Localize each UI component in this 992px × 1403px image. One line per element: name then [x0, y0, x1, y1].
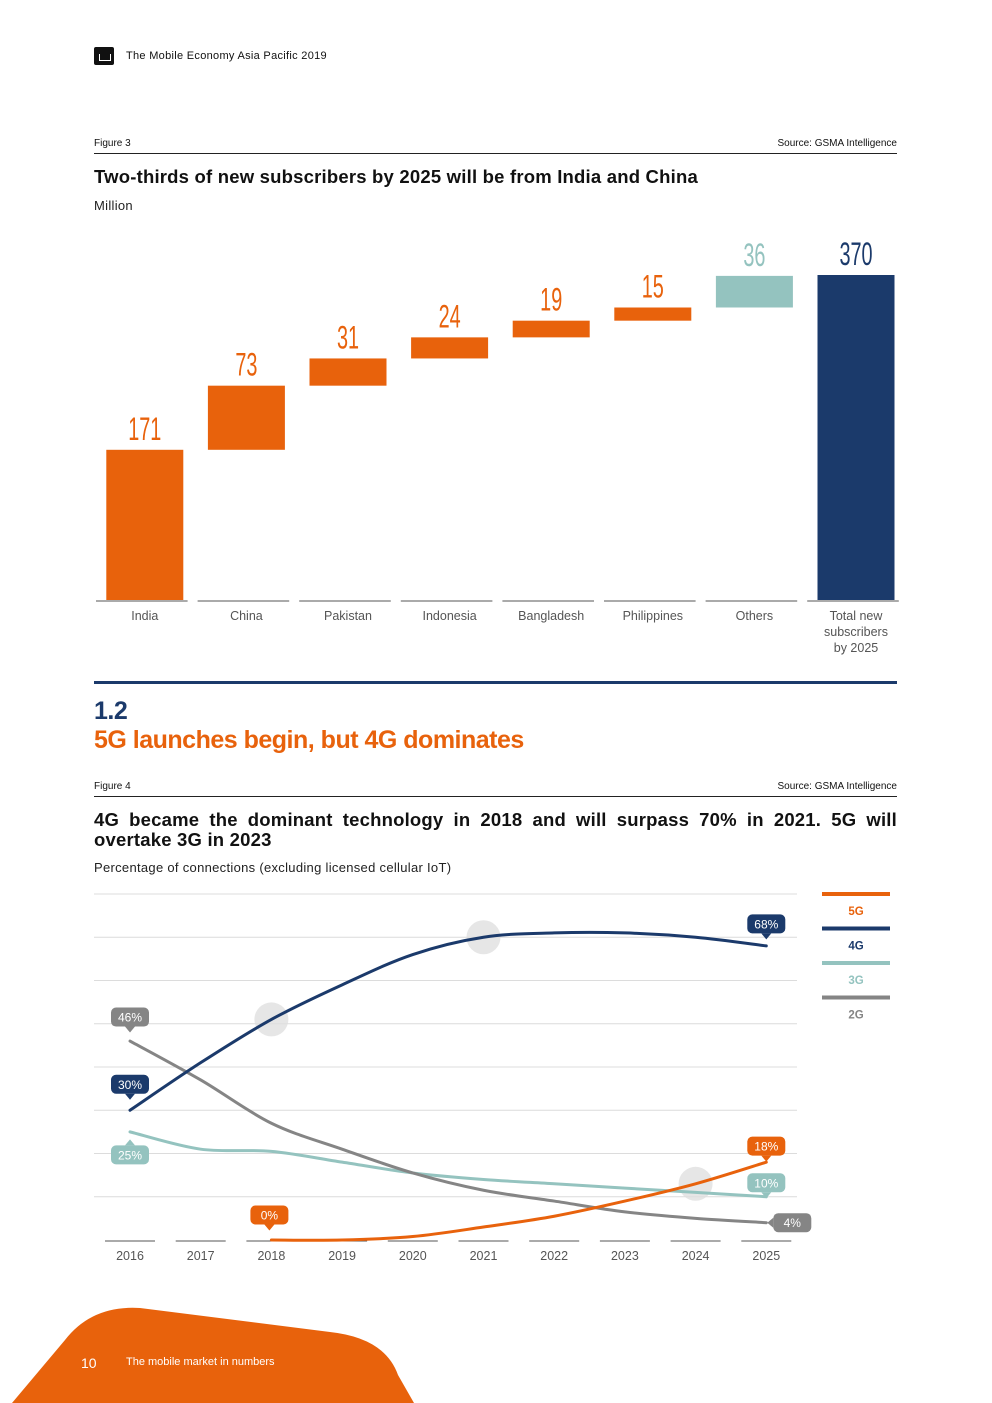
value-callout: 10%	[747, 1173, 786, 1199]
x-tick-label: 2016	[116, 1249, 144, 1263]
callout-bg	[773, 1213, 812, 1233]
callout-label: 10%	[754, 1176, 778, 1190]
line-chart: 2016 2017 2018 2019 2020 2021 2022 2023 2024 2025…	[94, 892, 890, 1263]
figure4-label: Figure 4	[94, 781, 131, 792]
category-label: Indonesia	[422, 609, 476, 623]
category-label: Philippines	[623, 609, 683, 623]
bar-india	[106, 449, 184, 600]
data-label: 370	[839, 236, 872, 272]
callout-label: 4%	[784, 1216, 802, 1230]
category-label: China	[230, 609, 263, 623]
callout-pointer	[761, 933, 772, 940]
callout-bg	[111, 1145, 149, 1165]
x-tick-label: 2021	[470, 1249, 498, 1263]
category-label: Pakistan	[324, 609, 372, 623]
callout-pointer	[125, 1093, 135, 1100]
legend-label-3g: 3G	[848, 975, 863, 987]
category-label: by 2025	[834, 641, 879, 655]
x-tick-label: 2025	[752, 1249, 780, 1263]
callout-pointer	[125, 1026, 135, 1033]
callout-label: 25%	[118, 1148, 142, 1162]
section-number: 1.2	[94, 697, 128, 725]
value-callout: 46%	[111, 1007, 149, 1033]
x-tick-label: 2022	[540, 1249, 568, 1263]
callout-label: 68%	[754, 917, 778, 931]
callout-label: 0%	[261, 1209, 279, 1223]
legend-label-5g: 5G	[848, 906, 863, 918]
category-label: Bangladesh	[518, 609, 584, 623]
data-label: 73	[235, 347, 257, 383]
bar-pakistan	[309, 358, 387, 386]
footer-blob	[12, 1307, 414, 1403]
figure3-title: Two-thirds of new subscribers by 2025 wi…	[94, 166, 698, 187]
value-callout: 30%	[111, 1074, 149, 1100]
value-callout: 18%	[747, 1136, 786, 1162]
callout-pointer	[761, 1155, 772, 1162]
x-tick-label: 2023	[611, 1249, 639, 1263]
legend-label-4g: 4G	[848, 941, 863, 953]
category-label: Others	[736, 609, 774, 623]
page-number: 10	[81, 1355, 97, 1371]
x-tick-label: 2018	[257, 1249, 285, 1263]
x-tick-label: 2020	[399, 1249, 427, 1263]
x-tick-label: 2017	[187, 1249, 215, 1263]
series-line-4g	[128, 930, 768, 1112]
section-divider	[94, 681, 897, 684]
data-label: 36	[743, 237, 765, 273]
callout-label: 30%	[118, 1078, 142, 1092]
figure4-meta: Figure 4 Source: GSMA Intelligence	[94, 781, 897, 797]
bar-china	[207, 385, 285, 450]
category-label: subscribers	[824, 625, 888, 639]
value-callout: 25%	[111, 1139, 149, 1165]
bar-philippines	[614, 307, 692, 321]
bar-indonesia	[411, 337, 489, 359]
data-label: 19	[540, 282, 562, 318]
figure3-meta: Figure 3 Source: GSMA Intelligence	[94, 138, 897, 154]
section-title: 5G launches begin, but 4G dominates	[94, 726, 524, 754]
figure4-subtitle: Percentage of connections (excluding lic…	[94, 860, 452, 875]
callout-bg	[111, 1074, 149, 1094]
figure3-source: Source: GSMA Intelligence	[777, 138, 897, 149]
callout-bg	[747, 914, 786, 934]
callout-pointer	[264, 1224, 275, 1231]
report-title: The Mobile Economy Asia Pacific 2019	[126, 50, 327, 62]
callout-label: 18%	[754, 1140, 778, 1154]
data-label: 24	[439, 299, 461, 335]
report-logo-icon	[94, 47, 114, 65]
footer-shape	[12, 1307, 414, 1403]
value-callout: 4%	[767, 1213, 812, 1233]
series-line-3g	[128, 1130, 768, 1199]
callout-bg	[747, 1136, 786, 1156]
footer-section-name: The mobile market in numbers	[126, 1356, 275, 1368]
series-line-5g	[269, 1160, 768, 1242]
callout-pointer	[767, 1217, 774, 1228]
callout-pointer	[761, 1192, 772, 1199]
value-callout: 0%	[250, 1205, 289, 1231]
data-label: 31	[337, 320, 359, 356]
waterfall-chart: 171 India 73 China 31 Pakistan 24 Indonesia 19 Ba…	[96, 236, 899, 655]
data-label: 171	[128, 411, 161, 447]
legend-label-2g: 2G	[848, 1010, 863, 1022]
callout-bg	[250, 1205, 289, 1225]
callout-bg	[111, 1007, 149, 1027]
x-tick-label: 2019	[328, 1249, 356, 1263]
bar-total-new-subscribers-by-2025	[817, 275, 895, 600]
x-tick-label: 2024	[682, 1249, 710, 1263]
page-header: The Mobile Economy Asia Pacific 2019	[94, 47, 327, 65]
value-callout: 68%	[747, 914, 786, 940]
category-label: Total new	[830, 609, 884, 623]
figure3-unit: Million	[94, 198, 133, 213]
figure3-label: Figure 3	[94, 138, 131, 149]
data-label: 15	[642, 269, 664, 305]
callout-bg	[747, 1173, 786, 1193]
callout-label: 46%	[118, 1011, 142, 1025]
bar-bangladesh	[512, 320, 590, 338]
bar-others	[715, 275, 793, 308]
callout-pointer	[125, 1139, 135, 1146]
figure4-title: 4G became the dominant technology in 201…	[94, 809, 897, 850]
category-label: India	[131, 609, 158, 623]
figure4-source: Source: GSMA Intelligence	[777, 781, 897, 792]
series-line-2g	[128, 1039, 768, 1225]
